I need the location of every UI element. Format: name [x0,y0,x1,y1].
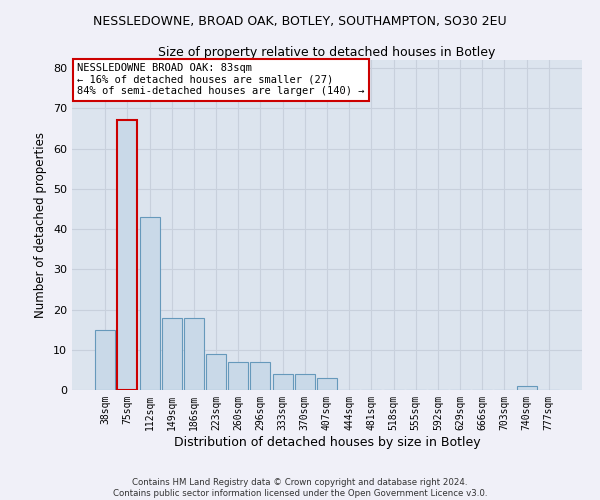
Bar [317,378,337,390]
Bar [118,120,137,390]
Bar [184,318,204,390]
Y-axis label: Number of detached properties: Number of detached properties [34,132,47,318]
Title: Size of property relative to detached houses in Botley: Size of property relative to detached ho… [158,46,496,59]
Bar [140,217,160,390]
Bar [228,362,248,390]
X-axis label: Distribution of detached houses by size in Botley: Distribution of detached houses by size … [173,436,481,448]
Bar [517,386,536,390]
Bar [250,362,271,390]
Bar [206,354,226,390]
Text: NESSLEDOWNE BROAD OAK: 83sqm
← 16% of detached houses are smaller (27)
84% of se: NESSLEDOWNE BROAD OAK: 83sqm ← 16% of de… [77,64,365,96]
Bar [295,374,315,390]
Bar [272,374,293,390]
Bar [95,330,115,390]
Text: Contains HM Land Registry data © Crown copyright and database right 2024.
Contai: Contains HM Land Registry data © Crown c… [113,478,487,498]
Bar [162,318,182,390]
Text: NESSLEDOWNE, BROAD OAK, BOTLEY, SOUTHAMPTON, SO30 2EU: NESSLEDOWNE, BROAD OAK, BOTLEY, SOUTHAMP… [93,15,507,28]
